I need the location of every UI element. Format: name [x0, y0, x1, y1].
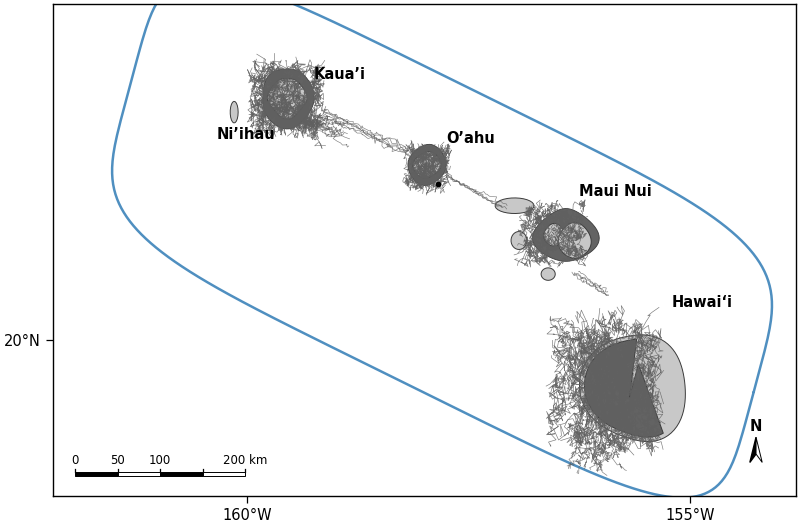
Polygon shape — [585, 339, 663, 437]
Text: Oʼahu: Oʼahu — [446, 131, 495, 146]
Polygon shape — [230, 101, 238, 123]
Text: 50: 50 — [110, 454, 125, 467]
Text: N: N — [750, 418, 762, 434]
Polygon shape — [558, 222, 591, 258]
Polygon shape — [263, 69, 314, 129]
Bar — [118, 472, 160, 476]
Polygon shape — [267, 79, 307, 119]
Polygon shape — [413, 151, 442, 178]
Text: Niʼihau: Niʼihau — [217, 127, 275, 142]
Polygon shape — [579, 335, 686, 442]
Bar — [160, 472, 202, 476]
Polygon shape — [750, 437, 756, 462]
Bar — [75, 472, 118, 476]
Polygon shape — [511, 231, 527, 249]
Text: 0: 0 — [71, 454, 78, 467]
Polygon shape — [408, 144, 446, 186]
Text: 200 km: 200 km — [223, 454, 267, 467]
Polygon shape — [756, 437, 762, 462]
Text: Maui Nui: Maui Nui — [579, 183, 652, 199]
Polygon shape — [533, 209, 599, 261]
Bar — [202, 472, 246, 476]
Polygon shape — [544, 223, 565, 246]
Polygon shape — [541, 268, 555, 280]
Text: 100: 100 — [149, 454, 171, 467]
Text: Hawaiʻi: Hawaiʻi — [672, 295, 733, 310]
Text: Kauaʼi: Kauaʼi — [314, 67, 366, 82]
Polygon shape — [495, 198, 534, 213]
